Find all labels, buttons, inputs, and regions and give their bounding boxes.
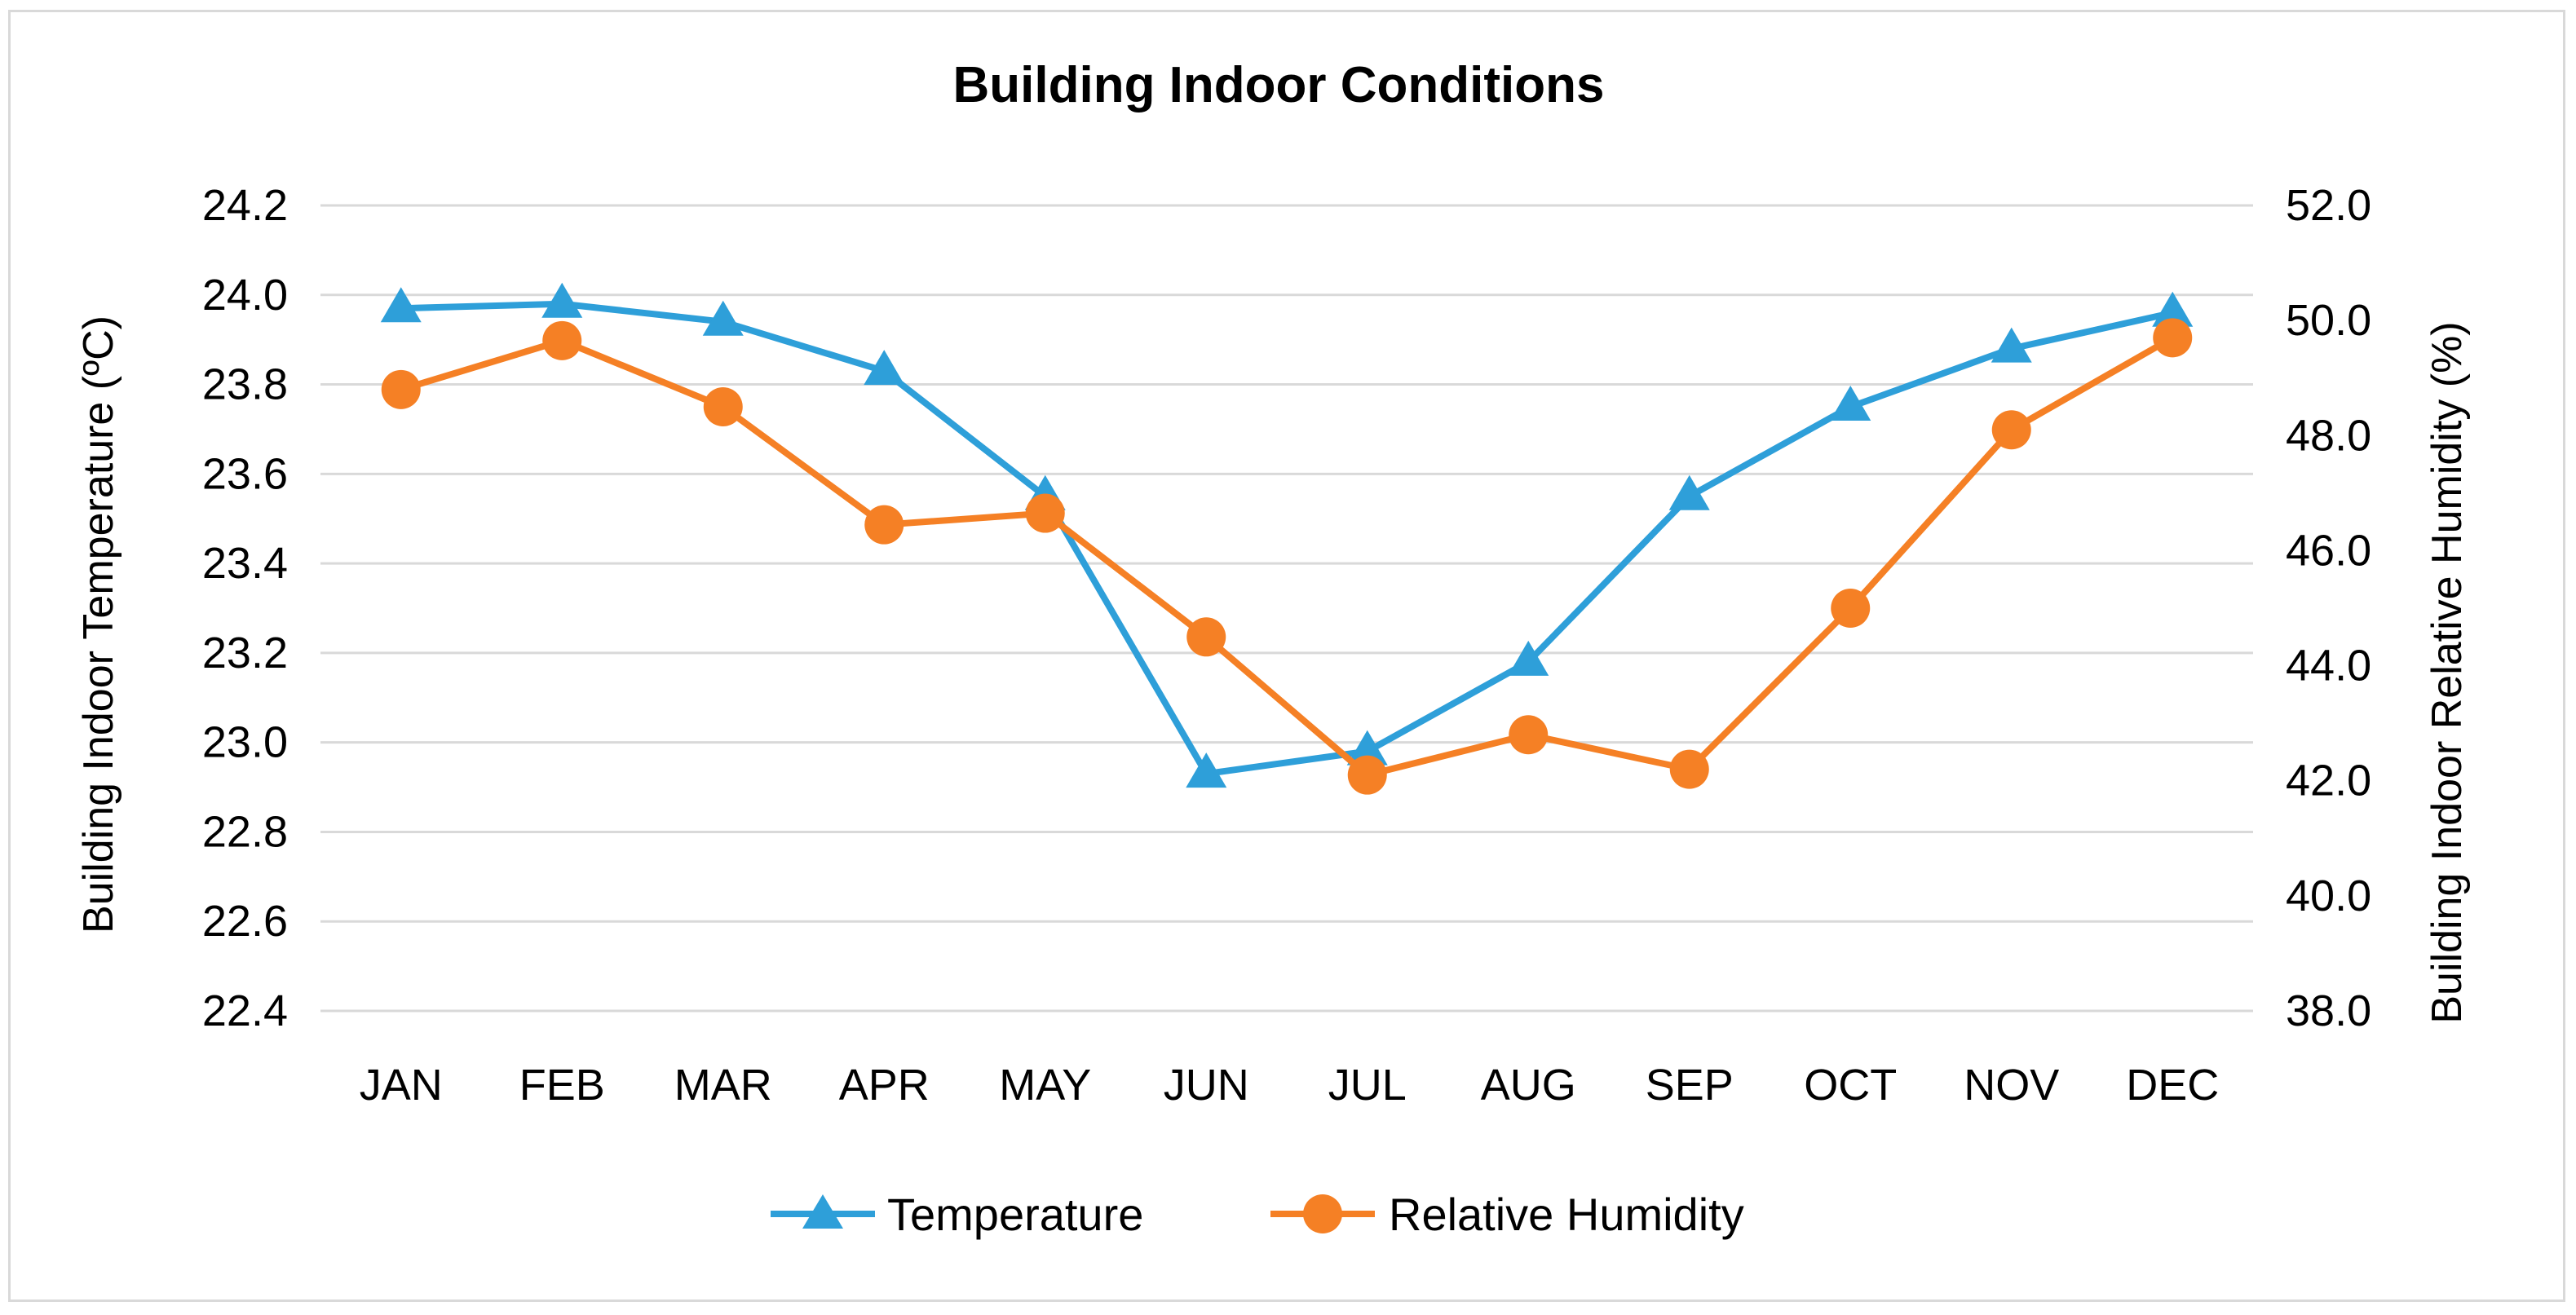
relative-humidity-point xyxy=(542,320,582,360)
relative-humidity-point xyxy=(1831,589,1871,628)
x-tick-label: SEP xyxy=(1646,1061,1734,1110)
left-tick-label: 23.8 xyxy=(202,360,288,409)
temperature-line xyxy=(400,300,2174,778)
temperature-point xyxy=(380,287,422,323)
left-tick-label: 23.0 xyxy=(202,718,288,767)
legend-temperature-marker xyxy=(802,1194,843,1229)
temperature-point xyxy=(702,300,744,336)
right-tick-label: 48.0 xyxy=(2286,411,2371,460)
temperature-point xyxy=(1830,386,1871,421)
x-tick-label: JAN xyxy=(360,1061,443,1110)
left-tick-label: 22.6 xyxy=(202,897,288,946)
left-axis-ticks: 22.4 22.6 22.8 23.0 23.2 23.4 23.6 23.8 24.0 24.2 xyxy=(202,181,288,1035)
legend-temperature-label: Temperature xyxy=(887,1189,1143,1240)
relative-humidity-point xyxy=(1347,755,1387,795)
left-axis-label: Building Indoor Temperature (ºC) xyxy=(75,316,122,933)
right-tick-label: 44.0 xyxy=(2286,642,2371,691)
chart-title: Building Indoor Conditions xyxy=(953,57,1605,113)
x-tick-label: JUN xyxy=(1164,1061,1249,1110)
temperature-point xyxy=(541,282,583,318)
right-tick-label: 52.0 xyxy=(2286,181,2371,230)
relative-humidity-point xyxy=(1991,410,2031,450)
relative-humidity-point xyxy=(1509,715,1549,755)
temperature-point xyxy=(864,350,905,386)
right-tick-label: 40.0 xyxy=(2286,872,2371,920)
x-tick-label: DEC xyxy=(2126,1061,2219,1110)
x-tick-label: APR xyxy=(839,1061,930,1110)
x-tick-label: JUL xyxy=(1328,1061,1407,1110)
x-tick-label: MAY xyxy=(999,1061,1091,1110)
right-tick-label: 46.0 xyxy=(2286,526,2371,575)
temperature-point xyxy=(2152,291,2194,327)
legend-item-relative-humidity: Relative Humidity xyxy=(1270,1189,1744,1240)
chart-frame: Building Indoor Conditions 22.4 22.6 22.8 2… xyxy=(8,10,2565,1302)
relative-humidity-point xyxy=(1669,749,1709,789)
left-tick-label: 24.2 xyxy=(202,181,288,230)
legend-humidity-marker xyxy=(1303,1194,1342,1233)
legend-humidity-label: Relative Humidity xyxy=(1389,1189,1744,1240)
temperature-point xyxy=(1346,730,1388,766)
gridlines xyxy=(320,204,2253,1013)
x-axis-ticks: JAN FEB MAR APR MAY JUN JUL AUG SEP OCT NOV DEC xyxy=(360,1061,2220,1110)
relative-humidity-point xyxy=(1025,493,1065,533)
temperature-point xyxy=(1668,474,1710,510)
left-tick-label: 24.0 xyxy=(202,271,288,320)
temperature-point xyxy=(1991,327,2032,363)
right-axis-ticks: 38.0 40.0 42.0 44.0 46.0 48.0 50.0 52.0 xyxy=(2286,181,2371,1035)
x-tick-label: OCT xyxy=(1804,1061,1897,1110)
right-axis-label: Building Indoor Relative Humidity (%) xyxy=(2424,321,2471,1023)
left-tick-label: 22.4 xyxy=(202,986,288,1035)
left-tick-label: 23.4 xyxy=(202,539,288,588)
relative-humidity-line xyxy=(400,334,2175,779)
legend: Temperature Relative Humidity xyxy=(771,1189,1744,1240)
relative-humidity-point xyxy=(2153,318,2193,358)
series-layer xyxy=(380,282,2194,795)
left-tick-label: 23.6 xyxy=(202,449,288,498)
left-tick-label: 22.8 xyxy=(202,807,288,856)
legend-item-temperature: Temperature xyxy=(771,1189,1143,1240)
right-tick-label: 42.0 xyxy=(2286,757,2371,805)
x-tick-label: MAR xyxy=(674,1061,772,1110)
right-tick-label: 38.0 xyxy=(2286,986,2371,1035)
left-tick-label: 23.2 xyxy=(202,629,288,677)
relative-humidity-point xyxy=(1186,617,1226,657)
relative-humidity-point xyxy=(381,369,421,409)
temperature-point xyxy=(1508,640,1549,676)
relative-humidity-point xyxy=(864,505,904,545)
x-tick-label: FEB xyxy=(519,1061,605,1110)
line-chart: Building Indoor Conditions 22.422.622.82… xyxy=(75,57,2471,1240)
x-tick-label: NOV xyxy=(1964,1061,2059,1110)
temperature-point xyxy=(1186,752,1227,788)
right-tick-label: 50.0 xyxy=(2286,296,2371,345)
relative-humidity-point xyxy=(703,387,743,426)
x-tick-label: AUG xyxy=(1481,1061,1576,1110)
